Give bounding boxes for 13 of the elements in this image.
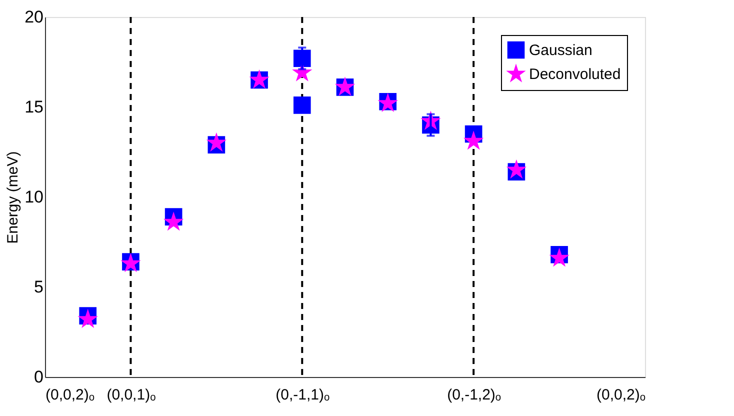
y-tick-label: 0 (34, 368, 44, 386)
legend-label: Gaussian (529, 42, 592, 59)
x-tick-label: (0,0,2)ₒ (46, 386, 95, 404)
y-tick-label: 5 (34, 278, 44, 296)
x-tick-label: (0,0,1)ₒ (106, 386, 156, 404)
y-axis-title: Energy (meV) (4, 151, 22, 244)
x-tick-label: (0,-1,2)ₒ (447, 386, 502, 404)
y-tick-label: 15 (24, 98, 44, 116)
y-tick-label: 20 (24, 8, 44, 26)
x-tick-label: (0,-1,1)ₒ (276, 386, 330, 404)
legend-label: Deconvoluted (529, 66, 621, 83)
x-tick-label: (0,0,2)ₒ (596, 386, 646, 404)
y-tick-label: 10 (24, 188, 44, 206)
